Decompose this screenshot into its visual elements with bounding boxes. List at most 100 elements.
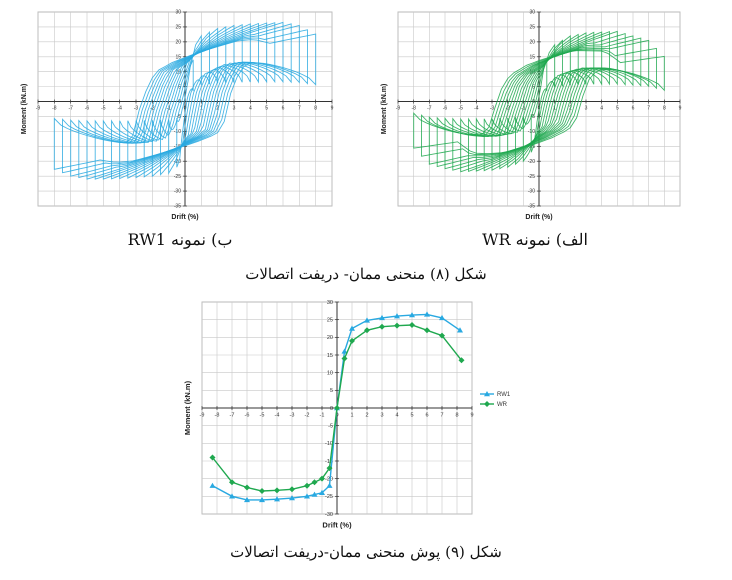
chart-rw1-hysteresis-panel: -9 -8 -7 -6 -5 -4 -3 -2 -1 0 1 2 3 4 5 6 7 8 9 30 25 20 15 10 5 0… (14, 2, 344, 224)
x-tick-label: -7 (230, 413, 235, 419)
x-tick-label: 8 (663, 106, 666, 112)
figure-8-caption: شکل (۸) منحنی ممان- دریفت اتصالات (245, 265, 487, 283)
y-tick-label: -30 (325, 512, 333, 518)
data-point-wr (289, 486, 295, 493)
data-point-wr (334, 405, 340, 411)
x-tick-label: -5 (101, 106, 106, 112)
x-tick-label: -6 (85, 106, 90, 112)
chart-wr-hysteresis: -9 -8 -7 -6 -5 -4 -3 -2 -1 0 1 2 3 4 5 6 7 8 9302520151050… (381, 10, 682, 221)
x-tick-label: 0 (335, 413, 338, 419)
y-tick-label: 30 (175, 10, 181, 16)
data-point-wr (326, 465, 333, 472)
hysteresis-loop (176, 59, 194, 168)
y-tick-label: 10 (175, 69, 181, 75)
x-axis-title: Drift (%) (525, 214, 552, 221)
data-point-wr (364, 327, 370, 334)
data-point-rw1 (341, 348, 348, 354)
x-tick-label: 9 (331, 106, 334, 112)
y-tick-label: 15 (529, 54, 535, 60)
x-tick-label: -3 (134, 106, 139, 112)
x-tick-label: 2 (365, 413, 368, 419)
x-tick-label: 7 (647, 106, 650, 112)
x-axis-title: Drift (%) (322, 521, 352, 530)
legend-label-wr: WR (497, 402, 508, 408)
x-tick-label: -8 (52, 106, 57, 112)
legend-marker-rw1 (484, 391, 490, 397)
y-tick-label: 20 (327, 335, 333, 341)
x-tick-label: 6 (425, 413, 428, 419)
y-tick-label: -20 (174, 159, 181, 165)
hysteresis-loop (436, 37, 642, 168)
x-tick-label: -7 (68, 106, 73, 112)
figure-9-caption: شکل (۹) پوش منحنی ممان-دریفت اتصالات (230, 543, 502, 561)
data-point-rw1 (274, 496, 280, 502)
hysteresis-loop (444, 35, 634, 170)
y-tick-label: -20 (528, 159, 535, 165)
sub-caption-rw1: ب) نمونه RW1 (127, 230, 233, 249)
x-tick-label: -3 (290, 413, 295, 419)
data-point-wr (341, 355, 348, 362)
y-tick-label: -35 (174, 204, 181, 210)
hysteresis-loop (78, 23, 292, 179)
x-tick-label: -8 (215, 413, 220, 419)
data-point-rw1 (349, 325, 355, 331)
hysteresis-loop (151, 27, 219, 178)
chart-envelope-panel: -9 -8 -7 -6 -5 -4 -3 -2 -1 0 1 2 3 4 5 6 7 8 9 30 25 20 15 10 5 0… (176, 292, 546, 536)
hysteresis-loop (483, 31, 595, 172)
y-tick-label: 10 (327, 371, 333, 377)
data-point-wr (379, 323, 385, 330)
hysteresis-loop (119, 23, 251, 180)
y-tick-label: 5 (330, 388, 333, 394)
y-axis-title: Moment (kN.m) (183, 380, 192, 435)
x-tick-label: -7 (427, 106, 432, 112)
hysteresis-loop (413, 50, 665, 155)
y-tick-label: -30 (528, 189, 535, 195)
data-point-wr (409, 321, 415, 328)
data-point-rw1 (304, 493, 310, 499)
hysteresis-loop (111, 22, 259, 180)
y-axis-title: Moment (kN.m) (381, 84, 388, 135)
data-point-rw1 (394, 313, 400, 319)
x-tick-label: 7 (440, 413, 443, 419)
x-tick-label: -1 (320, 413, 325, 419)
x-tick-label: -5 (260, 413, 265, 419)
hysteresis-loop (530, 59, 548, 153)
x-tick-label: 4 (600, 106, 603, 112)
legend-marker-wr (484, 401, 490, 407)
x-tick-label: 4 (249, 106, 252, 112)
data-point-wr (349, 337, 355, 344)
y-tick-label: 25 (529, 25, 535, 31)
chart-wr-hysteresis-panel: -9 -8 -7 -6 -5 -4 -3 -2 -1 0 1 2 3 4 5 6 7 8 9 30 25 20 15 10 5 0… (374, 2, 692, 224)
data-point-rw1 (209, 482, 216, 488)
y-tick-label: -25 (174, 174, 181, 180)
data-point-rw1 (379, 314, 385, 321)
x-tick-label: -2 (150, 106, 155, 112)
hysteresis-loop (452, 32, 626, 171)
hysteresis-loop (515, 39, 563, 166)
x-axis-title: Drift (%) (171, 214, 198, 221)
y-tick-label: 0 (330, 406, 333, 412)
x-tick-label: 3 (585, 106, 588, 112)
x-tick-label: -4 (275, 413, 280, 419)
data-point-wr (244, 484, 250, 491)
data-point-rw1 (364, 317, 370, 323)
x-tick-label: -6 (443, 106, 448, 112)
x-tick-label: -9 (200, 413, 205, 419)
x-tick-label: 3 (233, 106, 236, 112)
data-point-wr (439, 332, 445, 339)
hysteresis-loop (168, 34, 202, 175)
data-point-wr (458, 357, 465, 364)
x-tick-label: 6 (282, 106, 285, 112)
y-tick-label: -5 (177, 114, 182, 120)
hysteresis-loop (70, 24, 300, 177)
hysteresis-loop (62, 29, 308, 174)
y-tick-label: -20 (325, 477, 333, 483)
hysteresis-loop (491, 32, 587, 171)
y-tick-label: 5 (178, 84, 181, 90)
x-tick-label: 4 (395, 413, 398, 419)
x-tick-label: 8 (455, 413, 458, 419)
hysteresis-loop (468, 31, 610, 173)
data-point-wr (209, 454, 216, 461)
x-tick-label: -5 (458, 106, 463, 112)
data-point-rw1 (457, 327, 463, 333)
